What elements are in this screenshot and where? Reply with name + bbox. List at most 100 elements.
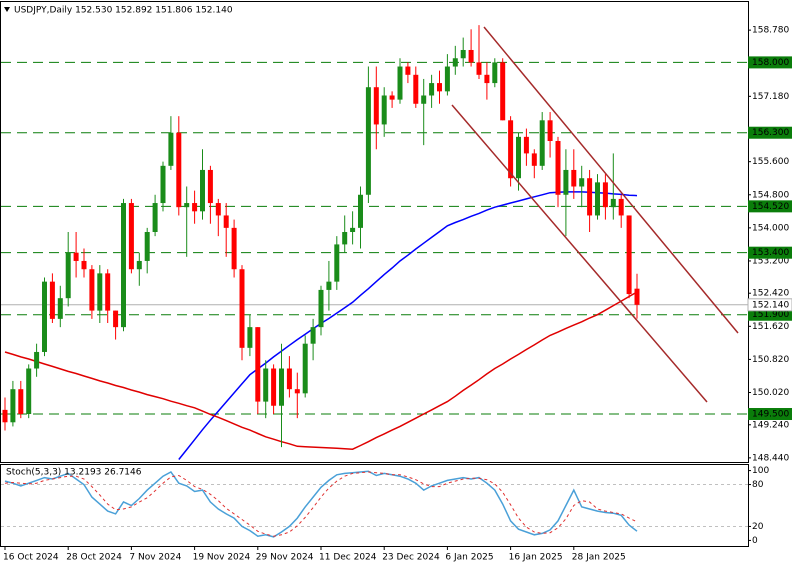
candle-body (602, 182, 608, 208)
level-tag (748, 56, 792, 69)
candle-body (57, 298, 63, 319)
candle-body (618, 198, 624, 216)
level-label: 158.000 (752, 58, 789, 68)
y-tick-label: 149.240 (752, 420, 789, 430)
candle-body (160, 165, 166, 204)
candle-body (113, 310, 119, 328)
y-tick-label: 155.600 (752, 157, 789, 167)
line (4, 291, 638, 450)
candle-body (571, 169, 577, 187)
candle-body (81, 260, 87, 270)
y-tick-label: 150.020 (752, 388, 789, 398)
level-label: 151.900 (752, 310, 789, 320)
candle-body (184, 203, 190, 208)
candle-body (207, 169, 213, 204)
candle-body (468, 49, 474, 63)
line (178, 191, 638, 460)
candle-body (42, 281, 47, 352)
candle-body (634, 288, 640, 305)
level-label: 156.300 (752, 128, 789, 138)
candle-body (563, 169, 569, 195)
level-label: 153.400 (752, 248, 789, 258)
channel-lower (451, 104, 708, 403)
candle-body (263, 368, 269, 402)
candle-body (49, 281, 55, 319)
level-label: 149.500 (752, 410, 789, 420)
candle-body (539, 120, 545, 166)
candle-body (247, 327, 253, 348)
x-tick-label: 23 Dec 2024 (382, 553, 440, 563)
candle-body (587, 178, 593, 216)
level-tag (748, 246, 792, 259)
candle-body (18, 389, 24, 415)
candle-body (444, 66, 450, 92)
candle-body (437, 83, 442, 92)
candle-body (310, 327, 316, 344)
y-tick-label: 148.440 (752, 453, 789, 463)
candle-body (413, 74, 419, 104)
candle-body (26, 368, 32, 415)
chart-title: USDJPY,Daily 152.530 152.892 151.806 152… (14, 6, 233, 16)
candle-body (136, 260, 142, 270)
candle-body (286, 368, 292, 390)
candle-body (168, 132, 174, 166)
candle-body (326, 281, 332, 290)
current-price-tag (747, 298, 792, 312)
candle-body (192, 203, 198, 212)
candle-body (595, 182, 600, 216)
stoch-pane (0, 464, 749, 547)
candle-body (579, 178, 585, 187)
candle-body (452, 58, 458, 67)
candle-body (152, 203, 158, 232)
candle-body (105, 273, 111, 311)
candle-body (89, 269, 95, 311)
price-pane (0, 1, 749, 463)
candle-body (128, 203, 134, 270)
candle-body (34, 351, 40, 369)
candle-body (476, 62, 482, 75)
candle-body (389, 95, 395, 100)
x-tick-label: 29 Nov 2024 (256, 553, 314, 563)
level-tag (748, 126, 792, 139)
x-tick-label: 16 Oct 2024 (3, 553, 59, 563)
y-tick-label: 157.180 (752, 92, 789, 102)
candle-body (350, 227, 356, 232)
candle-body (342, 232, 348, 245)
candle-body (626, 215, 632, 295)
stoch-title: Stoch(5,3,3) 13.2193 26.7146 (6, 468, 142, 478)
candle-body (500, 62, 506, 121)
candle-body (555, 140, 561, 195)
candle-body (215, 203, 221, 216)
y-tick-label: 158.780 (752, 26, 789, 36)
x-tick-label: 11 Dec 2024 (319, 553, 377, 563)
candle-body (334, 244, 340, 282)
y-tick-label: 154.800 (752, 190, 789, 200)
candle-body (200, 169, 205, 212)
candle-body (547, 120, 553, 141)
candle-body (610, 198, 616, 208)
candle-body (239, 269, 245, 348)
y-tick-label: 150.820 (752, 355, 789, 365)
candle-body (421, 95, 427, 104)
candle-body (176, 132, 182, 208)
level-tag (748, 408, 792, 421)
candle-body (531, 153, 537, 166)
level-tag (748, 308, 792, 321)
candle-body (97, 273, 103, 311)
y-tick-label: 0 (752, 536, 758, 546)
level-label: 154.520 (752, 202, 789, 212)
candle-body (381, 95, 387, 125)
candle-body (318, 289, 324, 328)
candle-body (405, 66, 411, 75)
candle-body (492, 62, 498, 84)
candle-body (144, 232, 150, 261)
x-tick-label: 19 Nov 2024 (193, 553, 251, 563)
candle-body (516, 136, 521, 179)
candle-body (508, 120, 514, 179)
channel-upper (483, 26, 739, 334)
x-tick-label: 28 Jan 2025 (572, 553, 626, 563)
y-tick-label: 153.200 (752, 256, 789, 266)
x-tick-label: 7 Nov 2024 (129, 553, 181, 563)
